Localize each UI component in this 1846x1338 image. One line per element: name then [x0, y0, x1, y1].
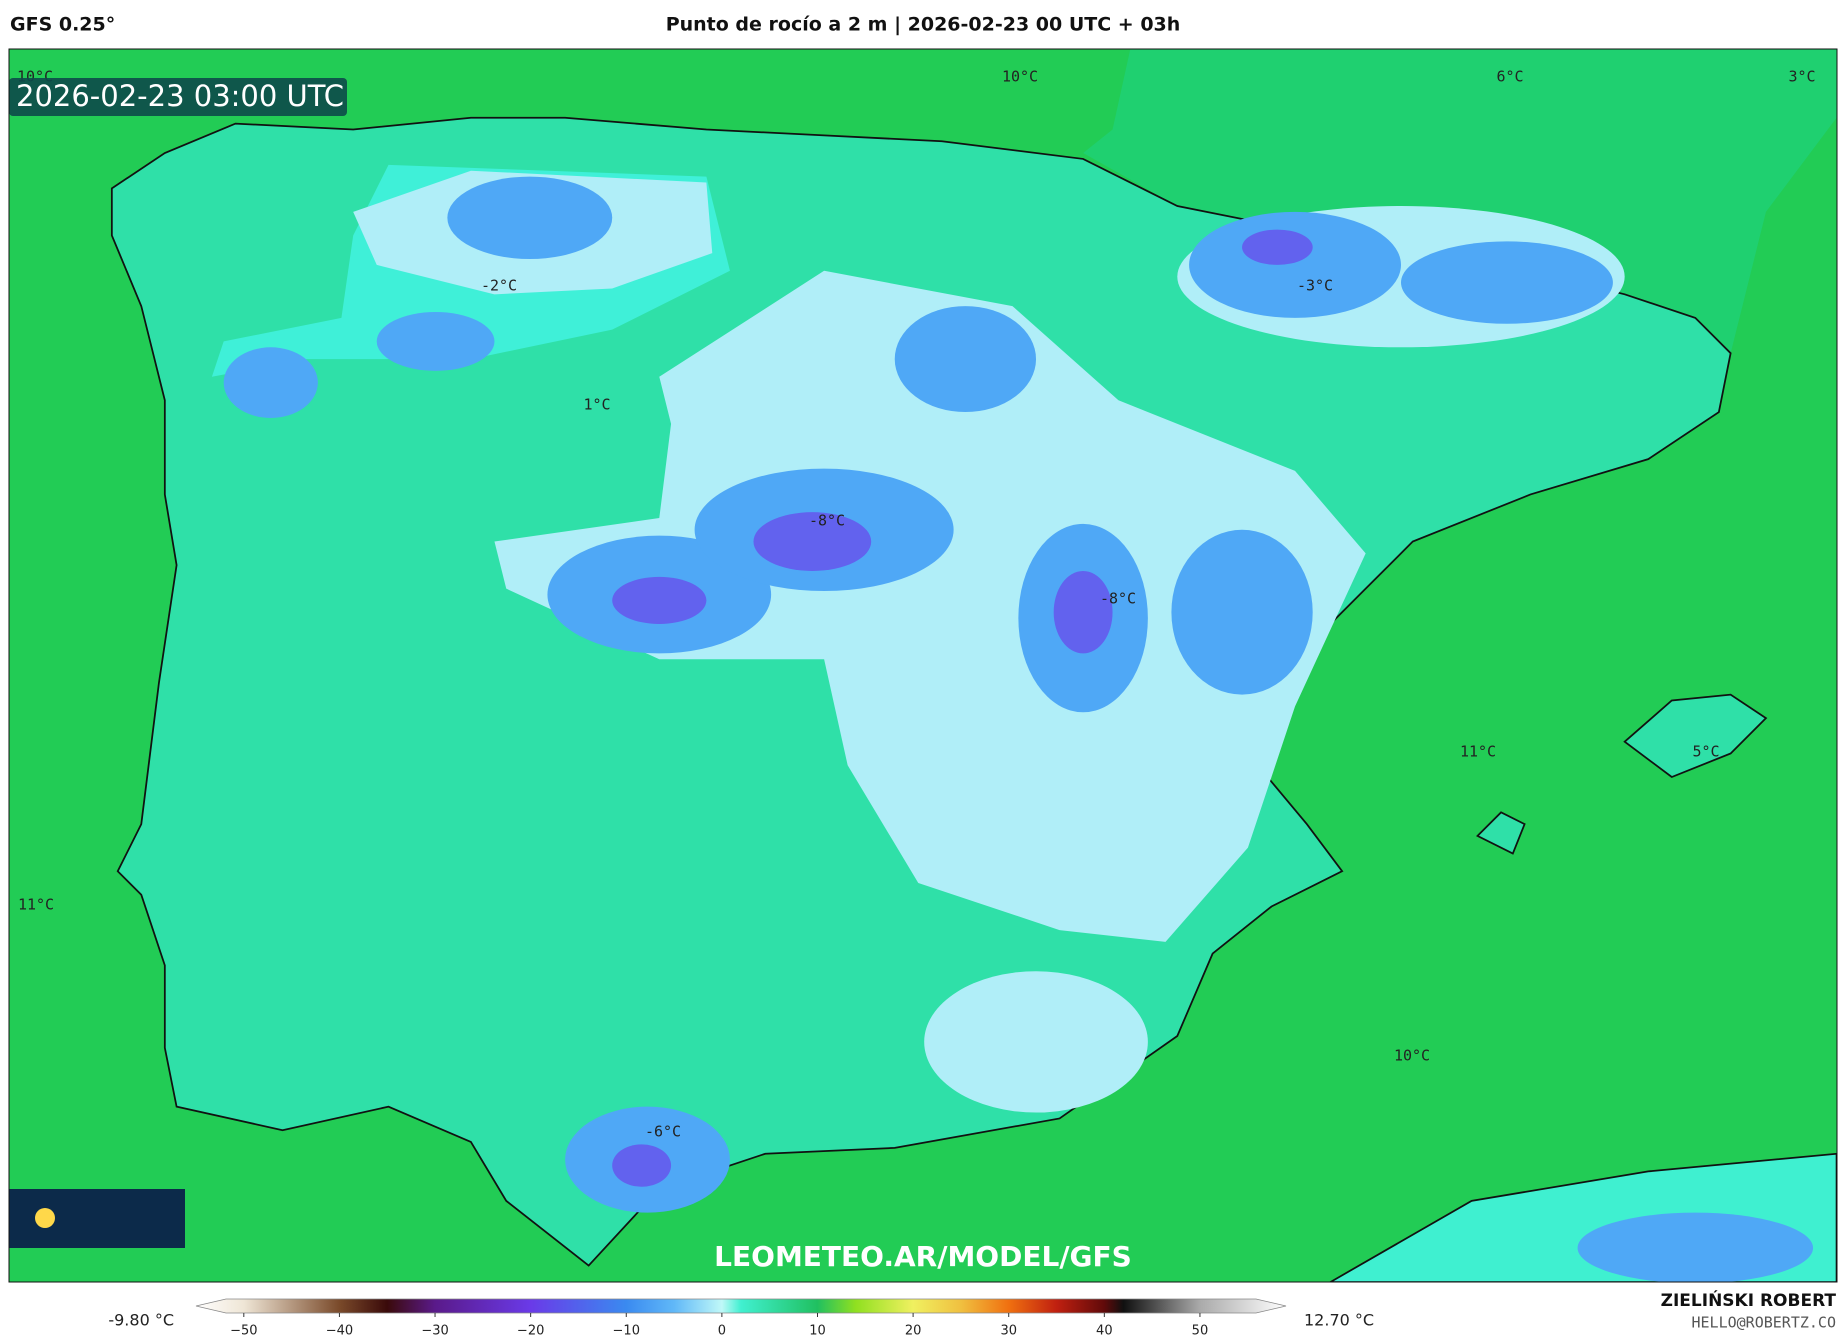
model-name: GFS 0.25° [10, 14, 115, 36]
map-label: -8°C [1100, 590, 1136, 608]
island [1476, 811, 1526, 855]
map-label: 11°C [18, 896, 54, 914]
map-label: 10°C [1394, 1047, 1430, 1065]
map-label: 11°C [1460, 743, 1496, 761]
watermark: LEOMETEO.AR/MODEL/GFS [714, 1240, 1132, 1273]
logo-sun [35, 1208, 55, 1228]
map-shapes [9, 49, 1837, 1282]
colorbar-max: 12.70 °C [1304, 1311, 1374, 1330]
colorbar: -9.80 °C 12.70 °C −50 −40 −30 −20 −10 0 10 20 30… [108, 1298, 1374, 1338]
map-title: Punto de rocío a 2 m | 2026-02-23 00 UTC… [666, 14, 1181, 36]
map-frame [8, 48, 1838, 1283]
colorbar-tick-label: −50 [230, 1324, 257, 1338]
colorbar-bar [195, 1298, 1287, 1314]
colorbar-tick-label: 0 [718, 1324, 726, 1338]
map-label: 5°C [1692, 743, 1719, 761]
map: 10°C 10°C 6°C 3°C -2°C -3°C 1°C -8°C -8°… [9, 49, 1837, 1282]
colorbar-tick-label: 30 [1000, 1324, 1017, 1338]
map-label: 10°C [1002, 68, 1038, 86]
colorbar-tick-label: 20 [905, 1324, 922, 1338]
map-label: 1°C [583, 396, 610, 414]
map-label: 6°C [1496, 68, 1523, 86]
colorbar-tick-label: −10 [613, 1324, 640, 1338]
timestamp: 2026-02-23 03:00 UTC [16, 79, 344, 113]
colorbar-tick-label: 50 [1192, 1324, 1209, 1338]
map-label: -6°C [645, 1123, 681, 1141]
credit-email: HELLO@ROBERTZ.CO [1692, 1314, 1837, 1332]
blue-zone [1577, 1212, 1814, 1282]
timestamp-box [9, 78, 347, 116]
colorbar-tick-label: 40 [1096, 1324, 1113, 1338]
credit-author: ZIELIŃSKI ROBERT [1661, 1289, 1837, 1311]
colorbar-tick-label: 10 [809, 1324, 826, 1338]
map-label: -8°C [809, 512, 845, 530]
colorbar-tick-label: −40 [326, 1324, 353, 1338]
island [1623, 693, 1768, 779]
map-label: -3°C [1297, 277, 1333, 295]
light-zone [924, 971, 1148, 1113]
france-region [9, 49, 1837, 354]
colorbar-tick-label: −30 [421, 1324, 448, 1338]
deep-zones [612, 229, 1313, 1187]
light-zone [494, 270, 1366, 942]
colorbar-min: -9.80 °C [108, 1311, 174, 1330]
map-label: 3°C [1788, 68, 1815, 86]
map-label: -2°C [481, 277, 517, 295]
colorbar-tick-label: −20 [517, 1324, 544, 1338]
